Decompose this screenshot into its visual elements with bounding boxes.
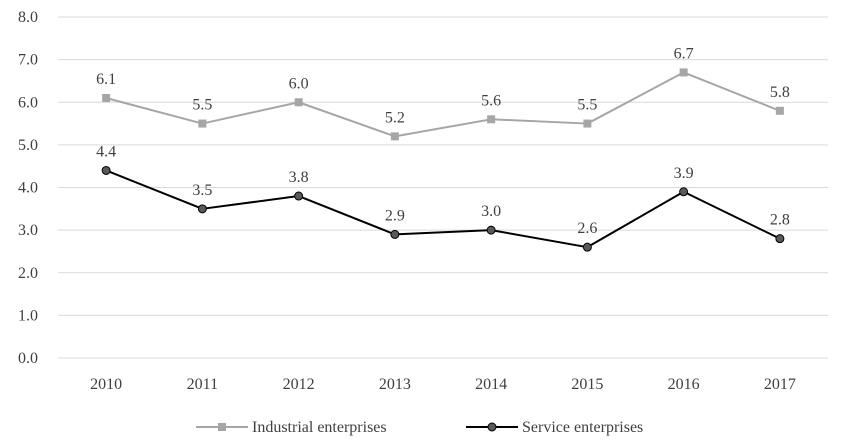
y-tick-label: 2.0: [18, 265, 38, 282]
data-label: 2.6: [577, 220, 597, 237]
data-label: 5.5: [577, 97, 597, 114]
data-point: [390, 132, 399, 141]
data-label: 2.9: [385, 207, 405, 224]
data-point: [583, 119, 592, 128]
series-line-0: [105, 71, 781, 138]
y-tick-label: 1.0: [18, 307, 38, 324]
data-label: 6.0: [289, 75, 309, 92]
data-label: 2.8: [770, 212, 790, 229]
series-lines: [105, 71, 781, 249]
x-tick-label: 2015: [571, 376, 603, 393]
x-tick-label: 2016: [668, 376, 700, 393]
y-tick-label: 8.0: [18, 9, 38, 26]
legend-label: Industrial enterprises: [252, 419, 387, 436]
data-point: [390, 229, 400, 239]
data-point: [487, 115, 496, 124]
legend: Industrial enterprises Service enterprise…: [196, 419, 643, 436]
legend-marker: [218, 423, 226, 431]
data-point: [486, 225, 496, 235]
x-tick-label: 2011: [187, 376, 218, 393]
y-tick-label: 0.0: [18, 350, 38, 367]
data-label: 6.1: [96, 71, 116, 88]
data-label: 5.6: [481, 92, 501, 109]
legend-marker: [487, 422, 497, 432]
series-points: [101, 68, 785, 252]
data-point: [775, 234, 785, 244]
y-tick-label: 4.0: [18, 180, 38, 197]
y-axis: 0.0 1.0 2.0 3.0 4.0 5.0 6.0 7.0 8.0: [18, 9, 38, 367]
series-line-1: [105, 169, 781, 249]
data-label: 6.7: [674, 45, 694, 62]
y-tick-label: 3.0: [18, 222, 38, 239]
legend-label: Service enterprises: [522, 419, 643, 436]
x-tick-label: 2013: [379, 376, 411, 393]
data-point: [294, 98, 303, 107]
data-label: 5.2: [385, 109, 405, 126]
data-point: [679, 187, 689, 197]
data-label: 5.8: [770, 84, 790, 101]
data-label: 3.5: [192, 182, 212, 199]
data-label: 3.8: [289, 169, 309, 186]
data-point: [101, 165, 111, 175]
data-point: [102, 93, 111, 102]
data-label: 3.0: [481, 203, 501, 220]
x-tick-label: 2012: [283, 376, 315, 393]
x-tick-label: 2017: [764, 376, 796, 393]
x-tick-label: 2010: [90, 376, 122, 393]
data-point: [294, 191, 304, 201]
grid: [58, 16, 828, 359]
data-label: 4.4: [96, 143, 116, 160]
data-point: [775, 106, 784, 115]
data-label: 5.5: [192, 97, 212, 114]
data-point: [197, 204, 207, 214]
y-tick-label: 5.0: [18, 137, 38, 154]
data-labels: 6.1 5.5 6.0 5.2 5.6 5.5 6.7 5.8 4.4 3.5 3.8 2.9 3.0 2…: [96, 45, 790, 237]
data-label: 3.9: [674, 165, 694, 182]
data-point: [679, 68, 688, 77]
y-tick-label: 6.0: [18, 94, 38, 111]
y-tick-label: 7.0: [18, 52, 38, 69]
data-point: [198, 119, 207, 128]
x-axis: 2010 2011 2012 2013 2014 2015 2016 2017: [90, 376, 796, 393]
data-point: [582, 242, 592, 252]
x-tick-label: 2014: [475, 376, 507, 393]
